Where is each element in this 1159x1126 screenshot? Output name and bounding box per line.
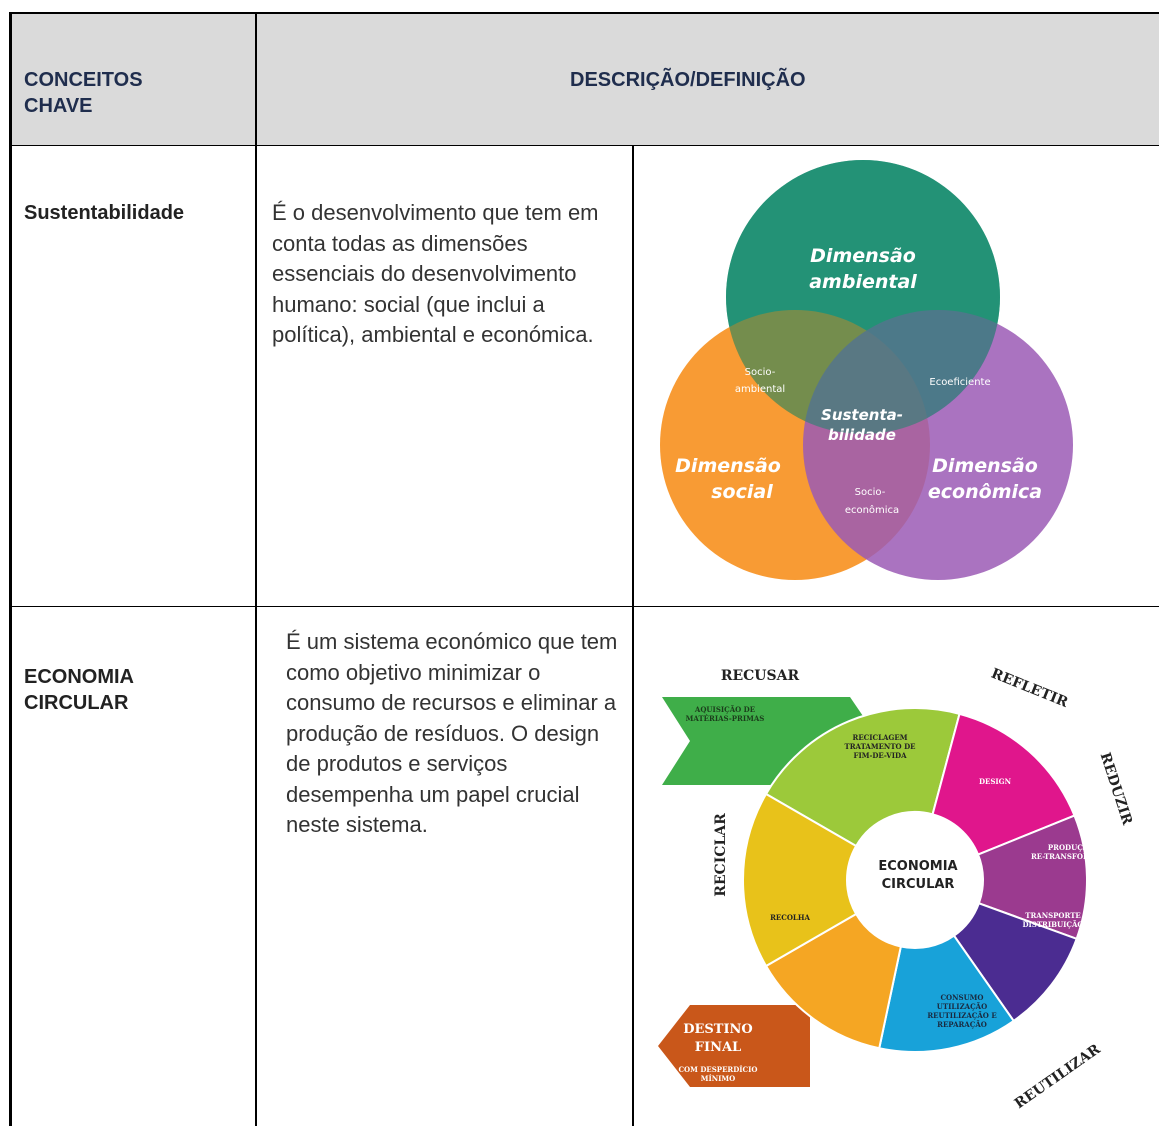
label: REFLETIR <box>989 666 1071 711</box>
label: DESTINO <box>683 1022 753 1037</box>
border <box>632 146 634 1126</box>
label: CIRCULAR <box>882 877 955 892</box>
border <box>10 145 1159 146</box>
venn-label: Dimensão <box>675 455 781 477</box>
label: RECUSAR <box>721 668 800 684</box>
label: RECICLAR <box>713 813 729 897</box>
header-cell: DESCRIÇÃO/DEFINIÇÃO <box>570 69 806 91</box>
center-circle <box>847 812 983 948</box>
label: TRATAMENTO DE <box>845 742 916 751</box>
label: UTILIZAÇÃO <box>937 1002 987 1011</box>
label: DISTRIBUIÇÃO <box>1022 920 1083 929</box>
label: REUTILIZAÇÃO E <box>927 1011 996 1020</box>
concept: Sustentabilidade <box>24 202 185 224</box>
border <box>9 12 12 1126</box>
label: MÍNIMO <box>701 1074 736 1083</box>
label: AQUISIÇÃO DE <box>694 705 755 714</box>
venn-label: econômica <box>845 504 899 516</box>
venn-label: social <box>711 481 773 503</box>
circle <box>726 160 1000 434</box>
venn-label: Socio- <box>855 487 886 498</box>
venn-label: Ecoeficiente <box>929 377 990 388</box>
label: RE-TRANSFORMAÇÃO <box>1031 852 1119 861</box>
border <box>10 12 1159 14</box>
banner <box>658 1005 810 1087</box>
border <box>255 12 257 1126</box>
venn-label: Sustenta- <box>821 406 903 424</box>
label: PRODUÇÃO E <box>1048 843 1102 852</box>
venn-label: ambiental <box>735 384 785 395</box>
label: REDUZIR <box>1097 751 1136 828</box>
label: FINAL <box>695 1040 741 1055</box>
label: REUTILIZAR <box>1012 1041 1104 1112</box>
venn-label: Dimensão <box>810 245 916 267</box>
label: REPARAÇÃO <box>937 1020 987 1029</box>
label: MATÉRIAS-PRIMAS <box>686 714 765 723</box>
label: FIM-DE-VIDA <box>853 751 907 760</box>
label: DESIGN <box>979 777 1012 786</box>
description: É um sistema económico que tem como obje… <box>286 629 618 837</box>
venn-label: econômica <box>928 481 1042 503</box>
header-row <box>10 14 1159 145</box>
venn-diagram: Dimensão ambiental Dimensão social Dimen… <box>660 160 1073 580</box>
venn-label: Socio- <box>745 367 776 378</box>
label: COM DESPERDÍCIO <box>678 1065 757 1074</box>
label: RECOLHA <box>770 913 810 922</box>
venn-label: ambiental <box>809 271 917 293</box>
header-cell: CONCEITOS CHAVE <box>24 69 143 117</box>
label: CONSUMO <box>940 993 983 1002</box>
label: TRANSPORTE <box>1025 911 1081 920</box>
concept: ECONOMIA CIRCULAR <box>24 666 134 714</box>
label: RECICLAGEM <box>853 733 908 742</box>
venn-label: Dimensão <box>932 455 1038 477</box>
label: ECONOMIA <box>878 859 957 874</box>
description: É o desenvolvimento que tem em conta tod… <box>272 200 599 347</box>
venn-label: bilidade <box>828 426 896 444</box>
border <box>10 606 1159 607</box>
circular-economy: ECONOMIA CIRCULAR RECUSAR REFLETIR REDUZIR RE… <box>658 666 1135 1112</box>
